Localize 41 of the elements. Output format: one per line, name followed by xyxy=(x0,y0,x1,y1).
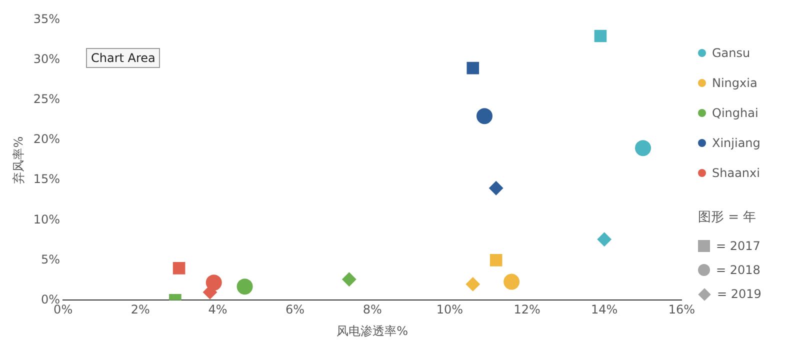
y-tick-label: 25% xyxy=(33,92,60,106)
text: = 2018 xyxy=(716,263,760,277)
x-tick-label: 0% xyxy=(54,302,73,317)
y-tick-label: 35% xyxy=(33,12,60,26)
point xyxy=(206,274,222,291)
legend-label: Shaanxi xyxy=(712,166,760,180)
y-axis-title: 弃风率% xyxy=(11,136,26,184)
x-tick-label: 8% xyxy=(362,302,382,317)
point xyxy=(490,254,502,266)
y-tick-label: 20% xyxy=(33,132,60,146)
annotation: Chart Area xyxy=(86,48,160,68)
point xyxy=(342,272,356,286)
legend-label: Ningxia xyxy=(712,76,758,90)
y-tick-label: 10% xyxy=(33,212,60,226)
x-tick-label: 12% xyxy=(514,302,540,317)
x-tick-label: 16% xyxy=(668,302,695,317)
x-tick-label: 10% xyxy=(436,302,464,317)
x-tick-label: 2% xyxy=(130,302,150,317)
point xyxy=(594,30,607,42)
point xyxy=(597,232,612,246)
text: = 2017 xyxy=(716,239,760,253)
x-tick-label: 6% xyxy=(286,302,305,317)
point xyxy=(635,140,651,156)
legend-title: 图形 = 年 xyxy=(698,209,758,227)
text: = 2019 xyxy=(717,287,762,301)
x-tick-label: 14% xyxy=(591,302,618,317)
y-tick-label: 15% xyxy=(33,172,60,186)
point xyxy=(236,278,253,295)
legend-label: Gansu xyxy=(712,46,750,60)
point xyxy=(466,277,480,292)
legend-label: Xinjiang xyxy=(712,136,760,150)
x-tick-label: 4% xyxy=(208,302,228,317)
point xyxy=(476,108,492,124)
y-tick-label: 30% xyxy=(33,52,60,66)
point xyxy=(489,181,504,196)
point xyxy=(504,274,520,290)
point xyxy=(466,62,480,74)
y-tick-label: 5% xyxy=(41,252,60,266)
legend-label: Qinghai xyxy=(712,106,758,120)
point xyxy=(172,262,186,274)
x-axis-title: 风电渗透率% xyxy=(336,324,408,338)
